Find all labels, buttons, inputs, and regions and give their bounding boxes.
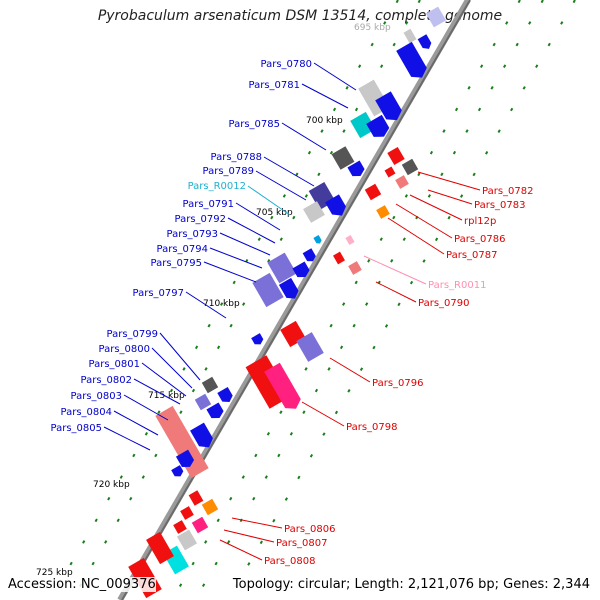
forward-features [128, 28, 432, 599]
gene-feature [425, 6, 447, 28]
gene-feature [387, 146, 405, 166]
gene-label: Pars_0787 [446, 250, 497, 261]
gene-label: Pars_0791 [183, 199, 234, 210]
gene-label: Pars_0801 [89, 359, 140, 370]
gene-feature [417, 34, 432, 49]
tick-715: 715 kbp [148, 391, 185, 401]
left-labels: Pars_0780 Pars_0781 Pars_0785 Pars_0788 … [51, 59, 312, 434]
gene-label: Pars_0803 [71, 391, 122, 402]
gene-label: Pars_0794 [157, 244, 208, 255]
gene-feature [176, 529, 198, 551]
tick-695: 695 kbp [354, 23, 391, 33]
gene-feature [155, 405, 209, 479]
gene-feature [395, 175, 409, 189]
gene-label: Pars_R0011 [428, 280, 486, 291]
accession-text: Accession: NC_009376 [8, 577, 156, 592]
gene-label: Pars_0796 [372, 378, 423, 389]
gene-feature [188, 490, 204, 506]
gene-feature [180, 506, 194, 520]
left-leaders [103, 62, 357, 451]
gene-feature [201, 376, 219, 394]
gene-feature [252, 272, 284, 308]
track-guides [49, 0, 576, 600]
gene-label: Pars_0806 [284, 524, 335, 535]
gene-label: Pars_0780 [261, 59, 312, 70]
gene-feature [278, 277, 299, 299]
genome-backbone-shade [121, 0, 471, 600]
gene-feature [171, 465, 184, 477]
gene-feature [302, 248, 316, 262]
gene-label: Pars_0795 [151, 258, 202, 269]
tick-705: 705 kbp [256, 208, 293, 218]
gene-label: Pars_0799 [107, 329, 158, 340]
gene-label: Pars_0781 [249, 80, 300, 91]
reverse-features [191, 6, 447, 534]
gene-feature [345, 235, 355, 245]
gene-feature [206, 402, 224, 419]
gene-feature [173, 520, 187, 534]
tick-700: 700 kbp [306, 116, 343, 126]
gene-feature [366, 114, 390, 137]
gene-feature [303, 201, 325, 223]
gene-label: Pars_0783 [474, 200, 525, 211]
gene-feature [251, 333, 264, 345]
gene-label: Pars_0800 [99, 344, 150, 355]
gene-label: Pars_0797 [133, 288, 184, 299]
gene-label: rpl12p [464, 216, 496, 227]
gene-label: Pars_0785 [229, 119, 280, 130]
gene-label: Pars_0788 [211, 152, 262, 163]
gene-label: Pars_0792 [175, 214, 226, 225]
gene-feature [350, 111, 376, 139]
gene-label: Pars_0782 [482, 186, 533, 197]
gene-feature [201, 498, 219, 516]
gene-label: Pars_0786 [454, 234, 505, 245]
kbp-ticks: 695 kbp 700 kbp 705 kbp 710 kbp 715 kbp … [36, 23, 391, 578]
gene-feature [175, 449, 195, 467]
gene-feature [347, 160, 365, 177]
gene-feature [191, 516, 209, 534]
gene-feature [146, 531, 174, 565]
gene-label: Pars_0790 [418, 298, 469, 309]
gene-feature [403, 28, 417, 44]
gene-feature [267, 252, 297, 284]
gene-feature [217, 386, 233, 403]
gene-feature [396, 41, 427, 78]
gene-label: Pars_0804 [61, 407, 112, 418]
gene-label: Pars_0793 [167, 229, 218, 240]
gene-label: Pars_0808 [264, 556, 315, 567]
gene-feature [375, 91, 402, 121]
gene-feature [325, 194, 346, 216]
gene-feature [348, 261, 362, 275]
gene-label: Pars_0789 [203, 166, 254, 177]
gene-feature [296, 332, 324, 362]
gene-label: Pars_R0012 [188, 181, 246, 192]
gene-feature [313, 235, 322, 244]
genome-title: Pyrobaculum arsenaticum DSM 13514, compl… [97, 8, 503, 24]
gene-label: Pars_0802 [81, 375, 132, 386]
tick-725: 725 kbp [36, 568, 73, 578]
tick-720: 720 kbp [93, 480, 130, 490]
genome-summary-text: Topology: circular; Length: 2,121,076 bp… [232, 577, 590, 592]
gene-label: Pars_0807 [276, 538, 327, 549]
gene-feature [384, 166, 396, 178]
gene-feature [264, 362, 301, 409]
gene-feature [292, 261, 310, 278]
right-labels: Pars_0782 Pars_0783 rpl12p Pars_0786 Par… [264, 186, 533, 567]
gene-label: Pars_0798 [346, 422, 397, 433]
genome-backbone [117, 0, 471, 600]
gene-feature [376, 205, 390, 219]
tick-710: 710 kbp [203, 299, 240, 309]
gene-feature [333, 251, 345, 265]
gene-feature [364, 183, 382, 201]
gene-label: Pars_0805 [51, 423, 102, 434]
gene-feature [190, 422, 213, 448]
gene-feature [401, 158, 419, 176]
gene-feature [331, 146, 355, 170]
right-leaders [219, 171, 481, 561]
gene-feature [194, 393, 212, 411]
